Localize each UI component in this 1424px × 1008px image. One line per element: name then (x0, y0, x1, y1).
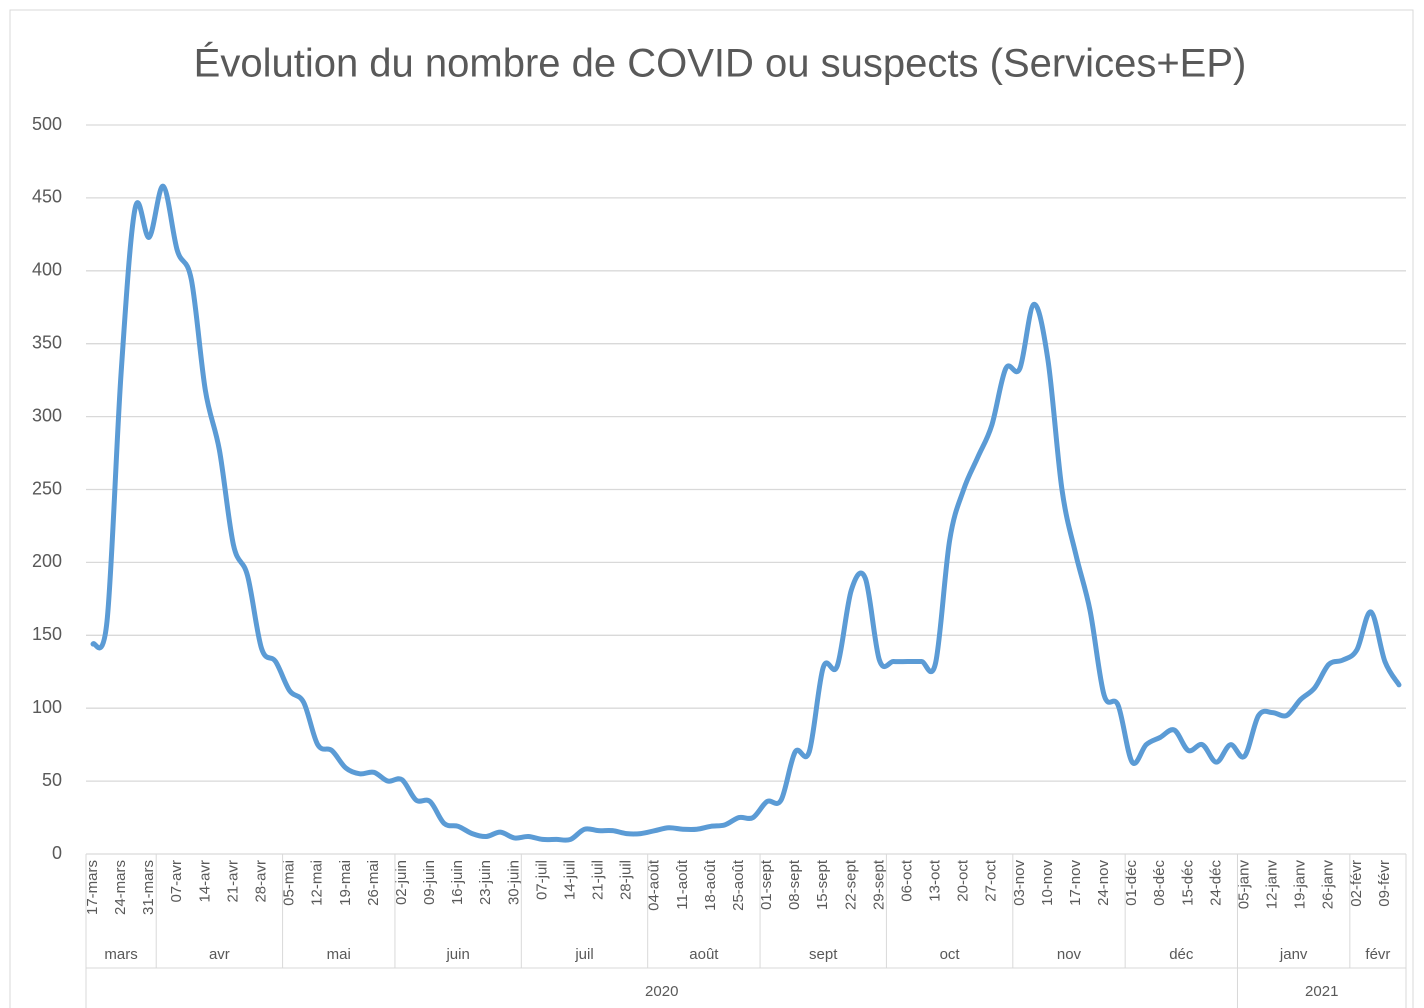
group-label: nov (1057, 946, 1082, 963)
x-tick-label: 21-juil (590, 860, 607, 900)
y-tick-label: 500 (32, 114, 62, 134)
group-label: mars (104, 946, 137, 963)
y-tick-label: 50 (42, 770, 62, 790)
group-label: juil (574, 946, 593, 963)
x-tick-label: 27-oct (983, 859, 1000, 902)
x-tick-label: 09-févr (1376, 860, 1393, 907)
x-tick-label: 12-janv (1264, 860, 1281, 910)
x-tick-label: 08-sept (786, 859, 803, 910)
x-tick-label: 04-août (646, 859, 663, 911)
x-tick-label: 14-avr (196, 860, 213, 903)
y-tick-label: 350 (32, 332, 62, 352)
group-label: oct (940, 946, 961, 963)
group-label: avr (209, 946, 230, 963)
x-tick-label: 14-juil (561, 860, 578, 900)
x-tick-label: 24-mars (112, 860, 129, 915)
x-tick-label: 26-mai (365, 860, 382, 906)
x-tick-label: 31-mars (140, 860, 157, 915)
x-tick-label: 08-déc (1151, 860, 1168, 906)
y-tick-label: 100 (32, 697, 62, 717)
x-tick-label: 21-avr (224, 860, 241, 903)
x-tick-label: 06-oct (898, 859, 915, 902)
x-tick-label: 17-mars (84, 860, 101, 915)
x-tick-label: 16-juin (449, 860, 466, 905)
x-tick-label: 13-oct (927, 859, 944, 902)
x-tick-label: 02-févr (1348, 860, 1365, 907)
group-label: janv (1279, 946, 1308, 963)
x-tick-label: 15-déc (1179, 860, 1196, 906)
x-tick-label: 24-nov (1095, 860, 1112, 906)
group-label: juin (445, 946, 469, 963)
y-tick-label: 450 (32, 187, 62, 207)
x-tick-label: 19-mai (337, 860, 354, 906)
x-tick-label: 07-avr (168, 860, 185, 903)
x-tick-label: 05-mai (281, 860, 298, 906)
x-tick-label: 05-janv (1235, 860, 1252, 910)
x-tick-label: 10-nov (1039, 860, 1056, 906)
x-tick-label: 01-sept (758, 859, 775, 910)
chart-title: Évolution du nombre de COVID ou suspects… (194, 41, 1247, 86)
x-tick-label: 30-juin (505, 860, 522, 905)
x-tick-label: 29-sept (870, 859, 887, 910)
y-tick-label: 0 (52, 843, 62, 863)
y-tick-label: 200 (32, 551, 62, 571)
y-tick-label: 150 (32, 624, 62, 644)
x-tick-label: 12-mai (309, 860, 326, 906)
x-tick-label: 17-nov (1067, 860, 1084, 906)
group-label: août (689, 946, 719, 963)
x-tick-label: 28-avr (253, 860, 270, 903)
y-tick-label: 250 (32, 478, 62, 498)
x-tick-label: 23-juin (477, 860, 494, 905)
x-tick-label: 11-août (674, 859, 691, 910)
x-tick-label: 15-sept (814, 859, 831, 910)
x-tick-label: 07-juil (533, 860, 550, 900)
group-label: mai (327, 946, 351, 963)
x-tick-label: 22-sept (842, 859, 859, 910)
group-label: sept (809, 946, 838, 963)
x-tick-label: 09-juin (421, 860, 438, 905)
x-tick-label: 01-déc (1123, 860, 1140, 906)
x-tick-label: 03-nov (1011, 860, 1028, 906)
x-tick-label: 02-juin (393, 860, 410, 905)
group-label: 2021 (1305, 983, 1338, 1000)
group-label: 2020 (645, 983, 678, 1000)
x-tick-label: 26-janv (1320, 860, 1337, 910)
x-tick-label: 19-janv (1292, 860, 1309, 910)
chart-border (9, 9, 1414, 1008)
group-label: févr (1365, 946, 1390, 963)
y-tick-label: 300 (32, 405, 62, 425)
x-tick-label: 20-oct (955, 859, 972, 902)
x-tick-label: 28-juil (618, 860, 635, 900)
x-tick-label: 25-août (730, 859, 747, 911)
y-tick-label: 400 (32, 260, 62, 280)
x-tick-label: 24-déc (1207, 860, 1224, 906)
line-series (90, 183, 1402, 843)
x-tick-label: 18-août (702, 859, 719, 911)
group-label: déc (1169, 946, 1194, 963)
